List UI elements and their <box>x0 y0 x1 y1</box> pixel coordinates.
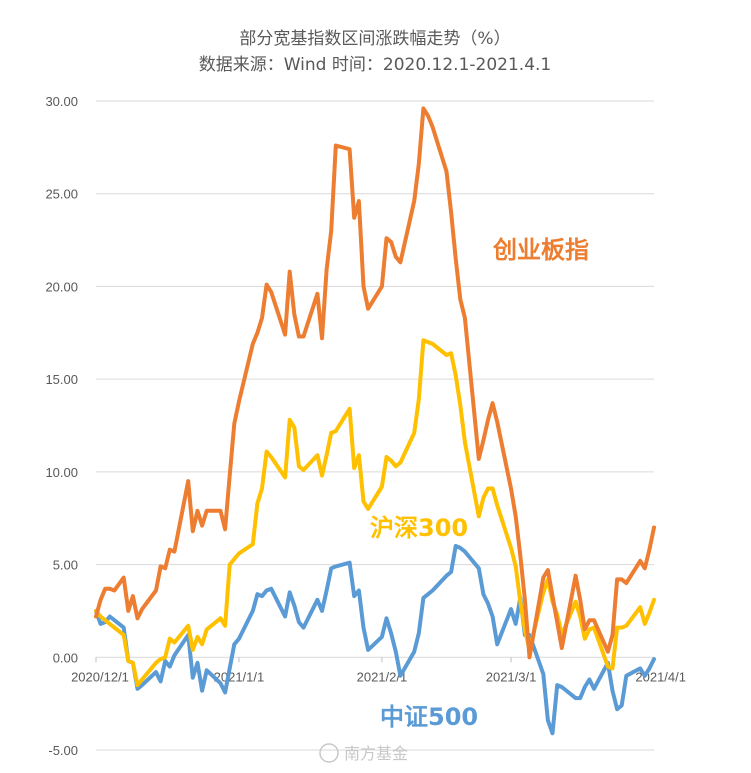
chart-title: 部分宽基指数区间涨跌幅走势（%） <box>239 29 510 49</box>
x-tick-label: 2021/2/1 <box>357 669 408 684</box>
series-line-0 <box>94 106 656 660</box>
y-tick-label: 10.00 <box>45 465 78 480</box>
series-label-zz500: 中证500 <box>380 703 478 731</box>
y-tick-label: 25.00 <box>45 187 78 202</box>
y-tick-label: 5.00 <box>53 558 78 573</box>
y-tick-label: 15.00 <box>45 372 78 387</box>
watermark-text: 南方基金 <box>344 744 408 763</box>
x-tick-label: 2020/12/1 <box>71 669 129 684</box>
x-tick-label: 2021/3/1 <box>486 669 537 684</box>
weibo-icon <box>319 743 339 763</box>
gridlines <box>96 100 654 751</box>
series-label-cyb: 创业板指 <box>492 236 589 264</box>
series-label-hs300: 沪深300 <box>370 514 468 542</box>
series-lines <box>94 106 656 736</box>
chart-subtitle: 数据来源：Wind 时间：2020.12.1-2021.4.1 <box>199 55 551 75</box>
series-line-1 <box>94 338 656 688</box>
y-tick-label: 30.00 <box>45 94 78 109</box>
y-tick-label: 20.00 <box>45 279 78 294</box>
watermark: 南方基金 <box>319 743 408 763</box>
series-line-2 <box>94 544 656 736</box>
y-tick-label: 0.00 <box>53 650 78 665</box>
y-tick-label: -5.00 <box>48 743 78 758</box>
y-axis: 30.00 25.00 20.00 15.00 10.00 5.00 0.00 -5.00 <box>45 94 78 758</box>
